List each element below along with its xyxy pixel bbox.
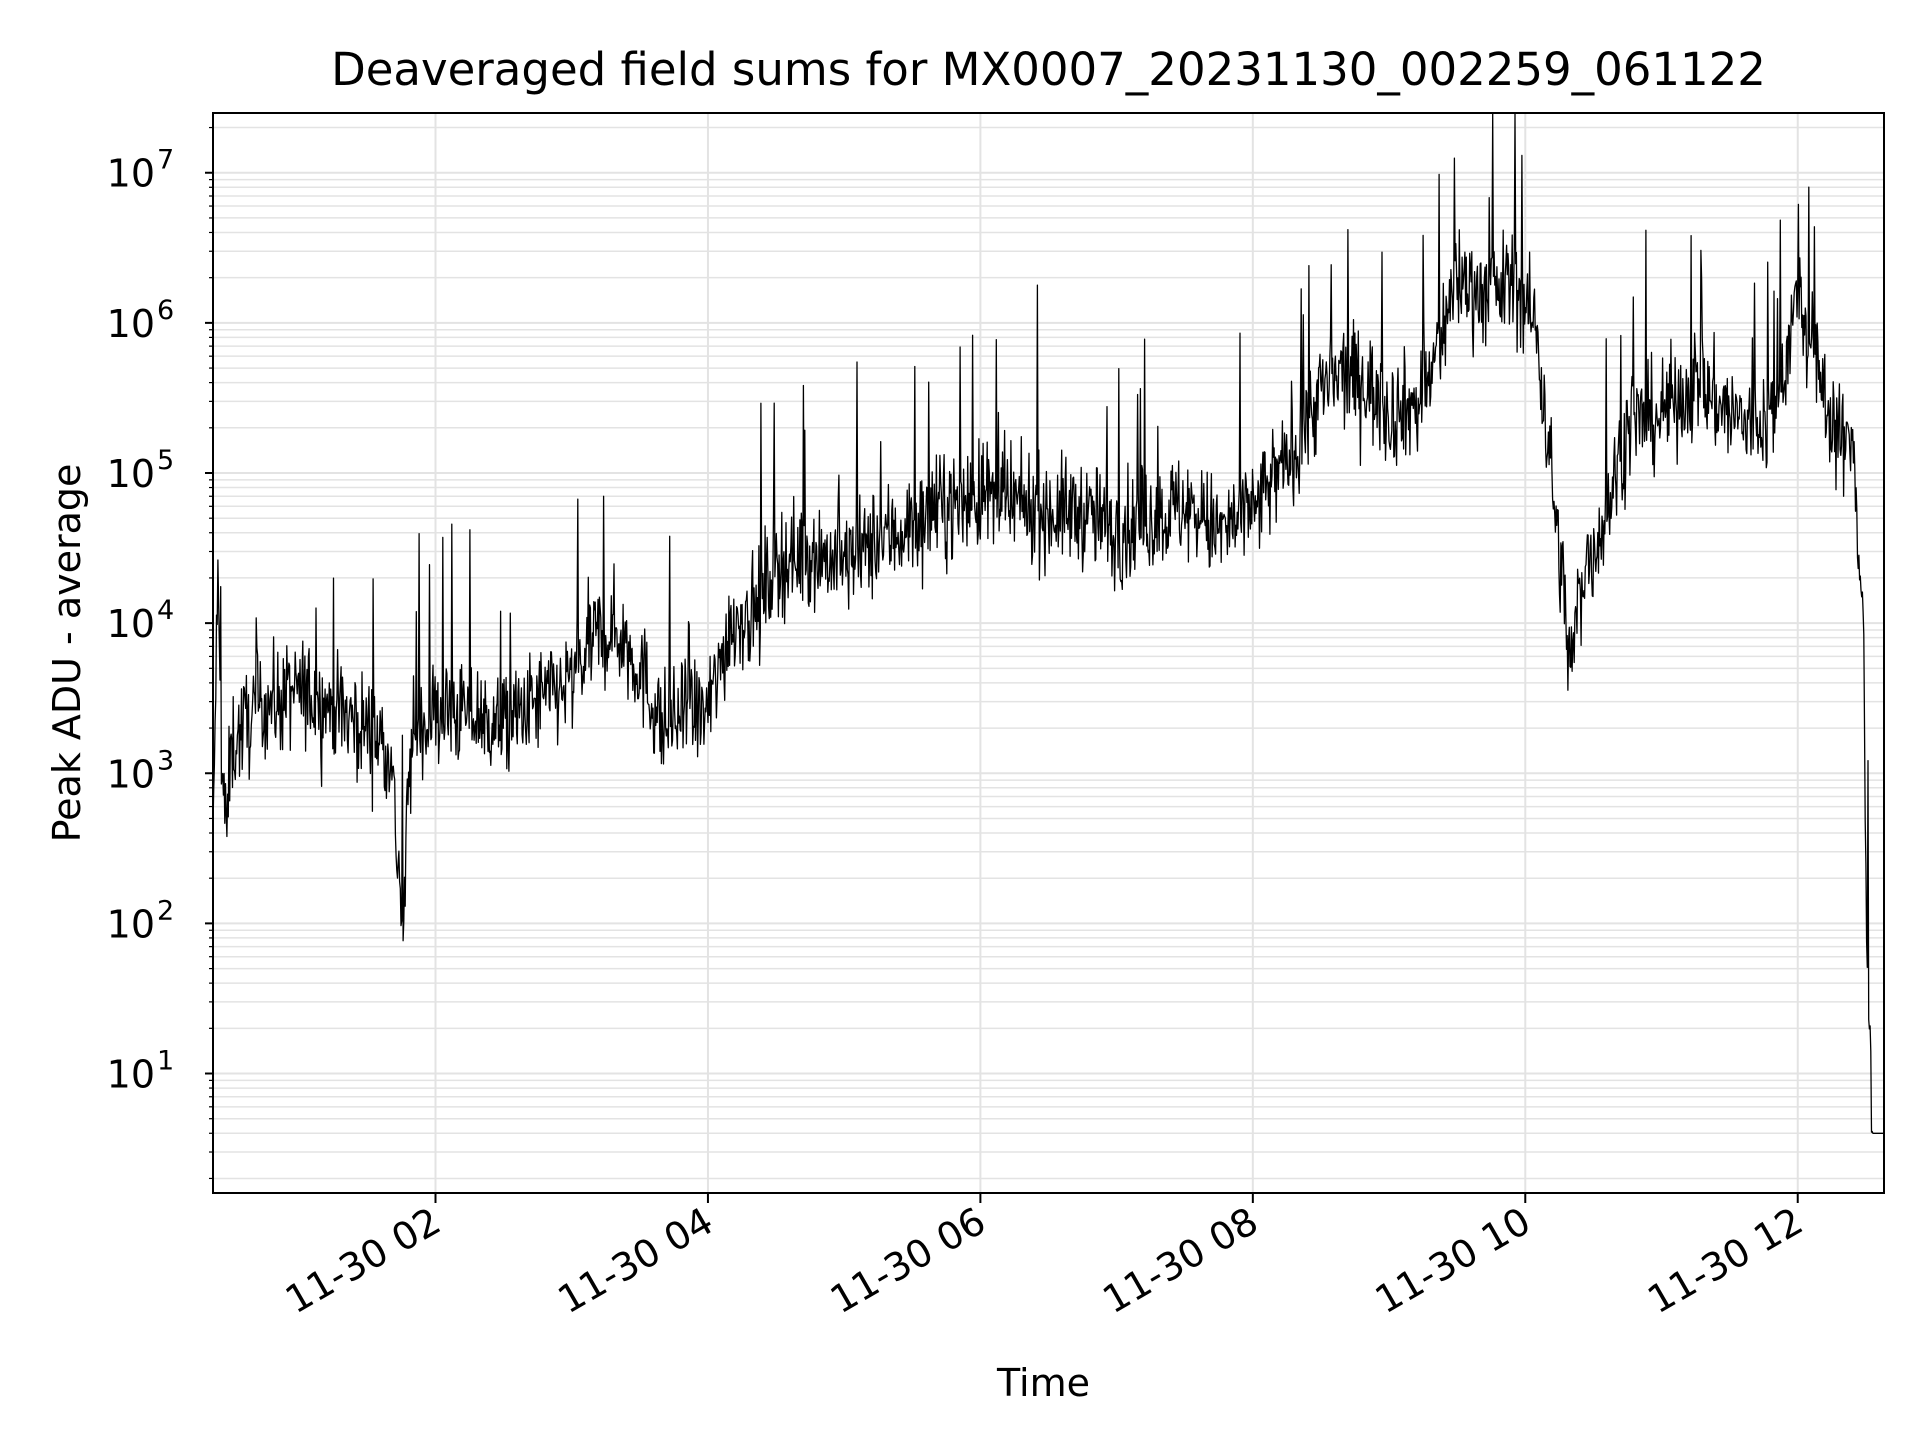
y-tick-label: 10 [107, 602, 155, 646]
y-tick-exponent: 6 [157, 295, 174, 326]
series-layer [212, 112, 1884, 1134]
y-tick-label: 10 [107, 752, 155, 796]
y-tick-label: 10 [107, 302, 155, 346]
y-tick-exponent: 4 [157, 595, 174, 626]
chart-title: Deaveraged field sums for MX0007_2023113… [331, 43, 1766, 96]
y-tick-label: 10 [107, 152, 155, 196]
x-axis-label: Time [996, 1361, 1090, 1405]
series-line [212, 112, 1884, 1134]
x-tick-label: 11-30 06 [823, 1199, 993, 1323]
y-axis-label: Peak ADU - average [45, 464, 89, 843]
plot-frame [212, 112, 1885, 1194]
y-tick-exponent: 1 [157, 1046, 174, 1077]
y-tick-label: 10 [107, 1053, 155, 1097]
x-tick-label: 11-30 10 [1368, 1199, 1538, 1323]
y-tick-exponent: 5 [157, 445, 174, 476]
x-tick-label: 11-30 12 [1640, 1199, 1810, 1323]
y-tick-exponent: 2 [157, 895, 174, 926]
y-tick-label: 10 [107, 902, 155, 946]
x-tick-label: 11-30 08 [1095, 1199, 1265, 1323]
y-tick-label: 10 [107, 452, 155, 496]
y-tick-exponent: 7 [157, 145, 174, 176]
grid-lines [213, 113, 1884, 1193]
y-tick-exponent: 3 [157, 745, 174, 776]
x-tick-label: 11-30 02 [278, 1199, 448, 1323]
x-tick-label: 11-30 04 [550, 1199, 720, 1323]
